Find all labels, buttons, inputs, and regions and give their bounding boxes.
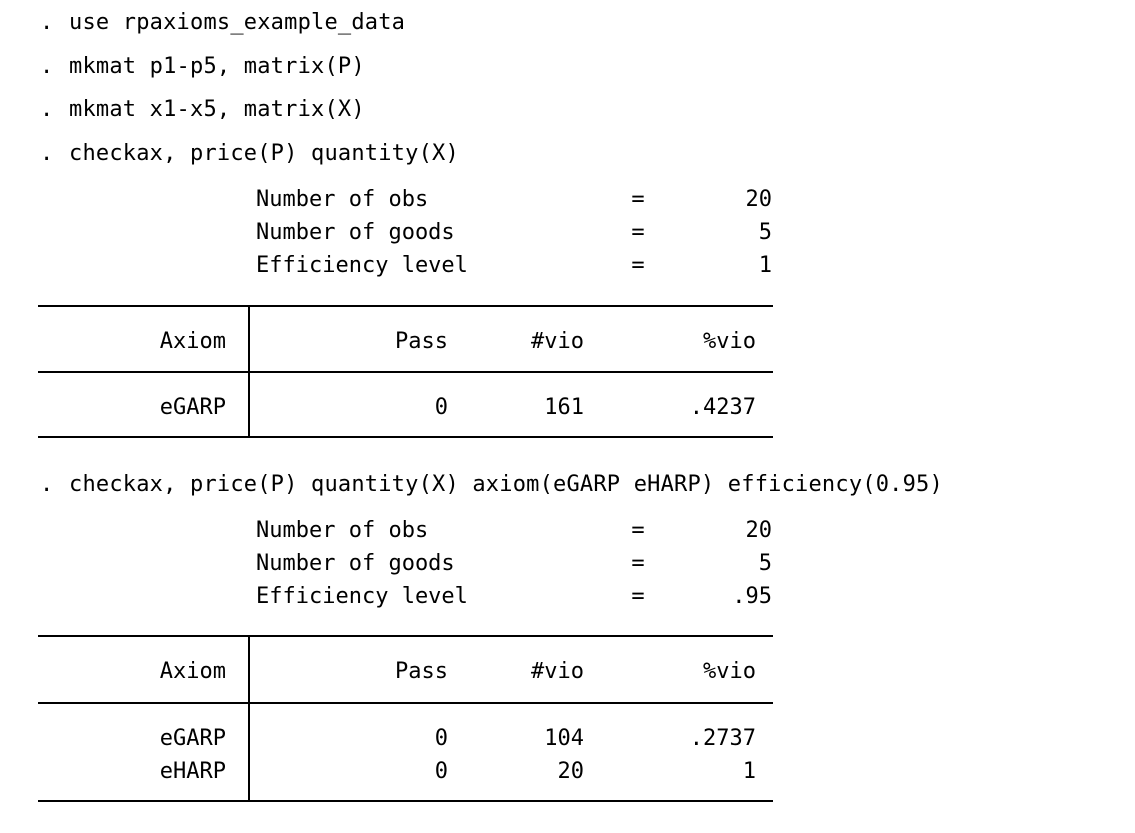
command-prompt: . bbox=[40, 97, 54, 122]
row-vio-percent: .2737 bbox=[689, 726, 756, 751]
summary-equals: = bbox=[631, 518, 645, 543]
summary-row: Number of obs = 20 bbox=[256, 514, 772, 547]
command-prompt: . bbox=[40, 472, 54, 497]
summary-label: Efficiency level bbox=[256, 584, 468, 609]
summary-row: Number of goods = 5 bbox=[256, 547, 772, 580]
summary-label: Efficiency level bbox=[256, 253, 468, 278]
row-pass: 0 bbox=[434, 759, 448, 784]
summary-label: Number of obs bbox=[256, 518, 429, 543]
table-top-rule bbox=[38, 305, 773, 307]
command-line-4: . checkax, price(P) quantity(X) bbox=[40, 141, 459, 167]
summary-row: Efficiency level = .95 bbox=[256, 580, 772, 613]
row-vio-count: 104 bbox=[544, 726, 584, 751]
row-pass: 0 bbox=[434, 726, 448, 751]
summary-equals: = bbox=[631, 584, 645, 609]
row-vio-percent: .4237 bbox=[689, 395, 756, 420]
row-axiom: eGARP bbox=[159, 395, 226, 420]
summary-value: .95 bbox=[732, 584, 772, 609]
row-vio-percent: 1 bbox=[742, 759, 756, 784]
command-line-5: . checkax, price(P) quantity(X) axiom(eGA… bbox=[40, 472, 943, 498]
command-text: checkax, price(P) quantity(X) bbox=[69, 141, 459, 166]
command-prompt: . bbox=[40, 141, 54, 166]
header-axiom: Axiom bbox=[159, 659, 226, 684]
row-pass: 0 bbox=[434, 395, 448, 420]
row-vio-count: 20 bbox=[557, 759, 585, 784]
command-text: mkmat x1-x5, matrix(X) bbox=[69, 97, 365, 122]
command-prompt: . bbox=[40, 54, 54, 79]
command-line-2: . mkmat p1-p5, matrix(P) bbox=[40, 54, 365, 80]
header-axiom: Axiom bbox=[159, 329, 226, 354]
header-vio-percent: %vio bbox=[703, 659, 756, 684]
row-axiom: eHARP bbox=[159, 759, 226, 784]
row-vio-count: 161 bbox=[544, 395, 584, 420]
result-summary-1: Number of obs = 20 Number of goods = 5 E… bbox=[256, 183, 772, 282]
command-text: checkax, price(P) quantity(X) axiom(eGAR… bbox=[69, 472, 943, 497]
table-header-rule bbox=[38, 371, 773, 373]
command-line-3: . mkmat x1-x5, matrix(X) bbox=[40, 97, 365, 123]
table-top-rule bbox=[38, 635, 773, 637]
header-vio-count: #vio bbox=[531, 659, 584, 684]
result-table-1: Axiom Pass #vio %vio eGARP 0 161 .4237 bbox=[38, 305, 773, 439]
summary-label: Number of goods bbox=[256, 220, 455, 245]
command-prompt: . bbox=[40, 10, 54, 35]
header-vio-percent: %vio bbox=[703, 329, 756, 354]
command-text: mkmat p1-p5, matrix(P) bbox=[69, 54, 365, 79]
summary-label: Number of obs bbox=[256, 187, 429, 212]
summary-value: 20 bbox=[745, 187, 773, 212]
summary-equals: = bbox=[631, 253, 645, 278]
summary-row: Efficiency level = 1 bbox=[256, 249, 772, 282]
summary-row: Number of obs = 20 bbox=[256, 183, 772, 216]
summary-row: Number of goods = 5 bbox=[256, 216, 772, 249]
header-vio-count: #vio bbox=[531, 329, 584, 354]
summary-value: 20 bbox=[745, 518, 773, 543]
summary-equals: = bbox=[631, 187, 645, 212]
header-pass: Pass bbox=[395, 659, 448, 684]
summary-value: 1 bbox=[758, 253, 772, 278]
table-column-divider bbox=[248, 635, 250, 801]
command-line-1: . use rpaxioms_example_data bbox=[40, 10, 405, 36]
table-bottom-rule bbox=[38, 800, 773, 802]
summary-value: 5 bbox=[758, 220, 772, 245]
summary-label: Number of goods bbox=[256, 551, 455, 576]
summary-equals: = bbox=[631, 220, 645, 245]
summary-value: 5 bbox=[758, 551, 772, 576]
result-table-2: Axiom Pass #vio %vio eGARP 0 104 .2737 e… bbox=[38, 635, 773, 803]
command-text: use rpaxioms_example_data bbox=[69, 10, 406, 35]
table-header-rule bbox=[38, 702, 773, 704]
table-bottom-rule bbox=[38, 436, 773, 438]
header-pass: Pass bbox=[395, 329, 448, 354]
result-summary-2: Number of obs = 20 Number of goods = 5 E… bbox=[256, 514, 772, 613]
row-axiom: eGARP bbox=[159, 726, 226, 751]
summary-equals: = bbox=[631, 551, 645, 576]
